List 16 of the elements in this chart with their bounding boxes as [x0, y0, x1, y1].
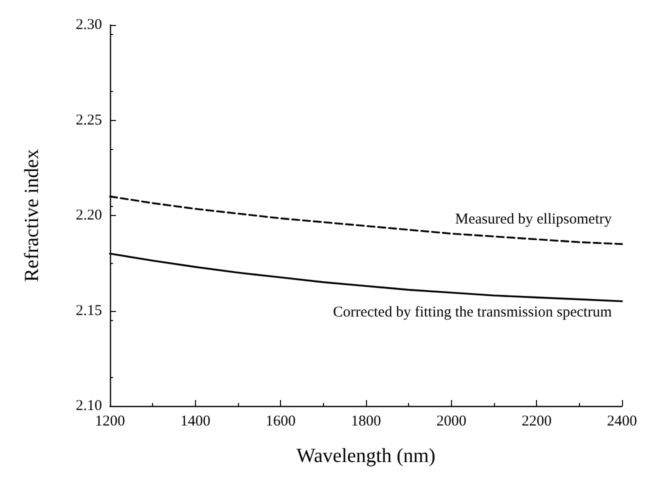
x-tick-label: 1600: [266, 414, 296, 430]
x-tick-label: 2200: [522, 414, 552, 430]
x-axis-title: Wavelength (nm): [296, 445, 436, 467]
x-tick-label: 2400: [607, 414, 637, 430]
y-tick-label: 2.20: [76, 208, 102, 224]
y-axis-title: Refractive index: [21, 149, 43, 282]
annotation: Corrected by fitting the transmission spectrum: [333, 304, 612, 321]
y-tick-label: 2.25: [76, 112, 102, 128]
y-tick-label: 2.10: [76, 398, 102, 414]
x-tick-label: 1200: [95, 414, 125, 430]
x-tick-label: 1400: [180, 414, 210, 430]
y-tick-label: 2.30: [76, 17, 102, 33]
annotation: Measured by ellipsometry: [455, 211, 612, 228]
y-tick-label: 2.15: [76, 302, 102, 319]
x-tick-label: 2000: [436, 414, 466, 430]
x-tick-label: 1800: [351, 414, 381, 430]
